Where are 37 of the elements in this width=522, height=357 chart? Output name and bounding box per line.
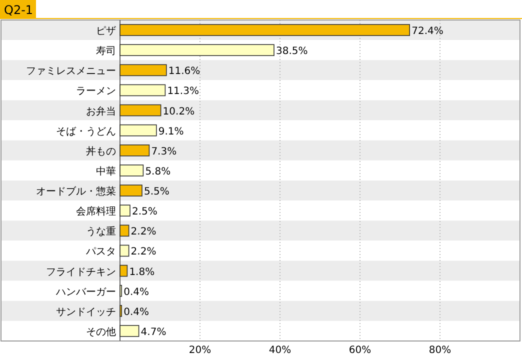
text: Q2-1 <box>4 3 34 17</box>
y-tick-label: ハンバーガー <box>55 286 116 298</box>
y-tick-label: 丼もの <box>86 145 116 158</box>
x-tick-label: 20% <box>188 345 212 356</box>
data-label: 2.5% <box>132 206 158 218</box>
data-label: 1.8% <box>129 266 155 278</box>
data-label: 7.3% <box>151 146 177 158</box>
x-tick-label: 80% <box>428 345 452 356</box>
y-tick-label: その他 <box>86 326 116 338</box>
data-label: 5.8% <box>145 166 171 178</box>
y-tick-label: 寿司 <box>96 46 116 58</box>
y-tick-label: お弁当 <box>86 105 116 118</box>
y-tick-label: ファミレスメニュー <box>26 66 116 78</box>
y-tick-label: パスタ <box>85 246 116 258</box>
y-tick-label: フライドチキン <box>46 266 116 278</box>
data-label: 38.5% <box>276 46 308 58</box>
data-label: 72.4% <box>412 26 444 38</box>
y-tick-label: 会席料理 <box>76 206 116 218</box>
data-label: 9.1% <box>158 126 184 138</box>
data-label: 11.6% <box>168 66 200 78</box>
data-label: 2.2% <box>130 246 156 258</box>
y-tick-label: オードブル・惣菜 <box>36 186 116 198</box>
data-label: 4.7% <box>140 326 166 338</box>
data-label: 0.4% <box>124 286 150 298</box>
data-label: 10.2% <box>162 106 195 118</box>
y-tick-label: ラーメン <box>76 86 116 98</box>
data-label: 0.4% <box>124 306 150 318</box>
y-tick-label: そば・うどん <box>56 126 116 138</box>
y-tick-label: うな重 <box>86 226 116 238</box>
y-tick-label: ピザ <box>96 26 116 38</box>
x-tick-label: 40% <box>268 345 292 356</box>
data-label: 11.3% <box>167 86 199 98</box>
data-label: 2.2% <box>130 226 156 238</box>
data-label: 5.5% <box>144 186 170 198</box>
y-tick-label: サンドイッチ <box>56 306 116 318</box>
y-tick-label: 中華 <box>96 165 116 178</box>
x-tick-label: 60% <box>348 345 372 356</box>
